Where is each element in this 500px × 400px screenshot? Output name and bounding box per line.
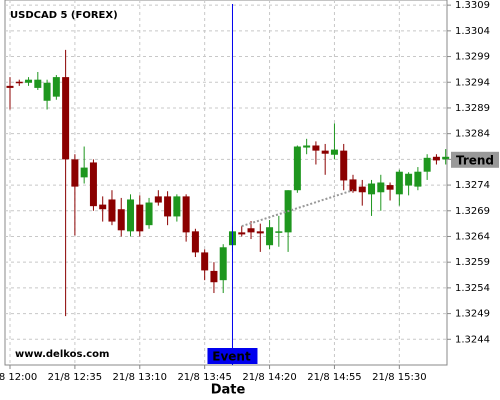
candle-body [127, 199, 135, 232]
candle-body [266, 227, 274, 246]
x-tick-label: 21/8 14:55 [307, 372, 361, 383]
y-tick-label: 1.3294 [455, 77, 490, 88]
y-tick-label: 1.3254 [455, 283, 490, 294]
trend-label: Trend [456, 153, 494, 167]
candle-body [173, 196, 181, 217]
candle-body [71, 159, 79, 187]
candle-body [377, 182, 385, 193]
y-tick-label: 1.3259 [455, 257, 490, 268]
x-tick-label: 21/8 12:00 [0, 372, 37, 383]
candle-body [330, 149, 338, 155]
candle-body [154, 196, 162, 203]
y-tick-label: 1.3299 [455, 52, 490, 63]
candle-body [182, 196, 190, 233]
candle-body [6, 85, 14, 88]
candle-body [201, 252, 209, 271]
y-tick-label: 1.3249 [455, 309, 490, 320]
candle-body [238, 232, 246, 235]
candle-body [423, 157, 431, 172]
candle-body [432, 156, 440, 161]
candle-body [15, 81, 23, 84]
candle-body [34, 79, 42, 88]
candle-body [395, 171, 403, 195]
candle-body [219, 247, 227, 281]
candle-body [99, 204, 107, 210]
chart-title: USDCAD 5 (FOREX) [10, 10, 118, 21]
candle-body [108, 199, 116, 222]
candle-body [117, 209, 125, 231]
candle-body [89, 162, 97, 207]
candle-body [80, 167, 88, 178]
candle-body [25, 79, 33, 83]
x-tick-label: 21/8 13:45 [177, 372, 231, 383]
candle-body [386, 185, 394, 190]
candle-body [321, 150, 329, 154]
candle-body [164, 196, 172, 217]
candle-body [52, 77, 60, 97]
candle-body [145, 202, 153, 226]
watermark: www.delkos.com [15, 349, 109, 360]
y-tick-label: 1.3289 [455, 103, 490, 114]
candle-body [62, 77, 70, 160]
candle-body [414, 171, 422, 187]
x-tick-label: 21/8 15:30 [372, 372, 426, 383]
candle-body [368, 183, 376, 195]
trend-line [241, 189, 354, 228]
candle-body [340, 150, 348, 181]
candle-body [312, 145, 320, 151]
event-label: Event [212, 350, 251, 364]
plot-area [4, 0, 448, 366]
y-tick-label: 1.3274 [455, 180, 490, 191]
y-tick-label: 1.3284 [455, 129, 490, 140]
y-tick-label: 1.3269 [455, 206, 490, 217]
y-tick-label: 1.3264 [455, 231, 490, 242]
candle-body [247, 228, 255, 233]
candle-body [349, 179, 357, 192]
candle-body [210, 270, 218, 283]
candle-body [275, 231, 283, 233]
candle-body [442, 156, 450, 160]
x-tick-label: 21/8 14:20 [242, 372, 296, 383]
candle-body [358, 186, 366, 193]
x-tick-label: 21/8 12:35 [48, 372, 102, 383]
candle-body [256, 231, 264, 234]
y-tick-label: 1.3309 [455, 0, 490, 11]
y-tick-label: 1.3304 [455, 26, 490, 37]
candle-body [405, 173, 413, 186]
candle-body [43, 82, 51, 101]
candle-body [303, 145, 311, 148]
candle-body [191, 231, 199, 253]
y-tick-label: 1.3244 [455, 334, 490, 345]
candle-body [293, 146, 301, 191]
x-tick-label: 21/8 13:10 [113, 372, 167, 383]
x-axis-title: Date [211, 383, 246, 398]
trend-label-box [451, 151, 499, 168]
event-label-box [207, 348, 258, 364]
candle-body [136, 204, 144, 232]
